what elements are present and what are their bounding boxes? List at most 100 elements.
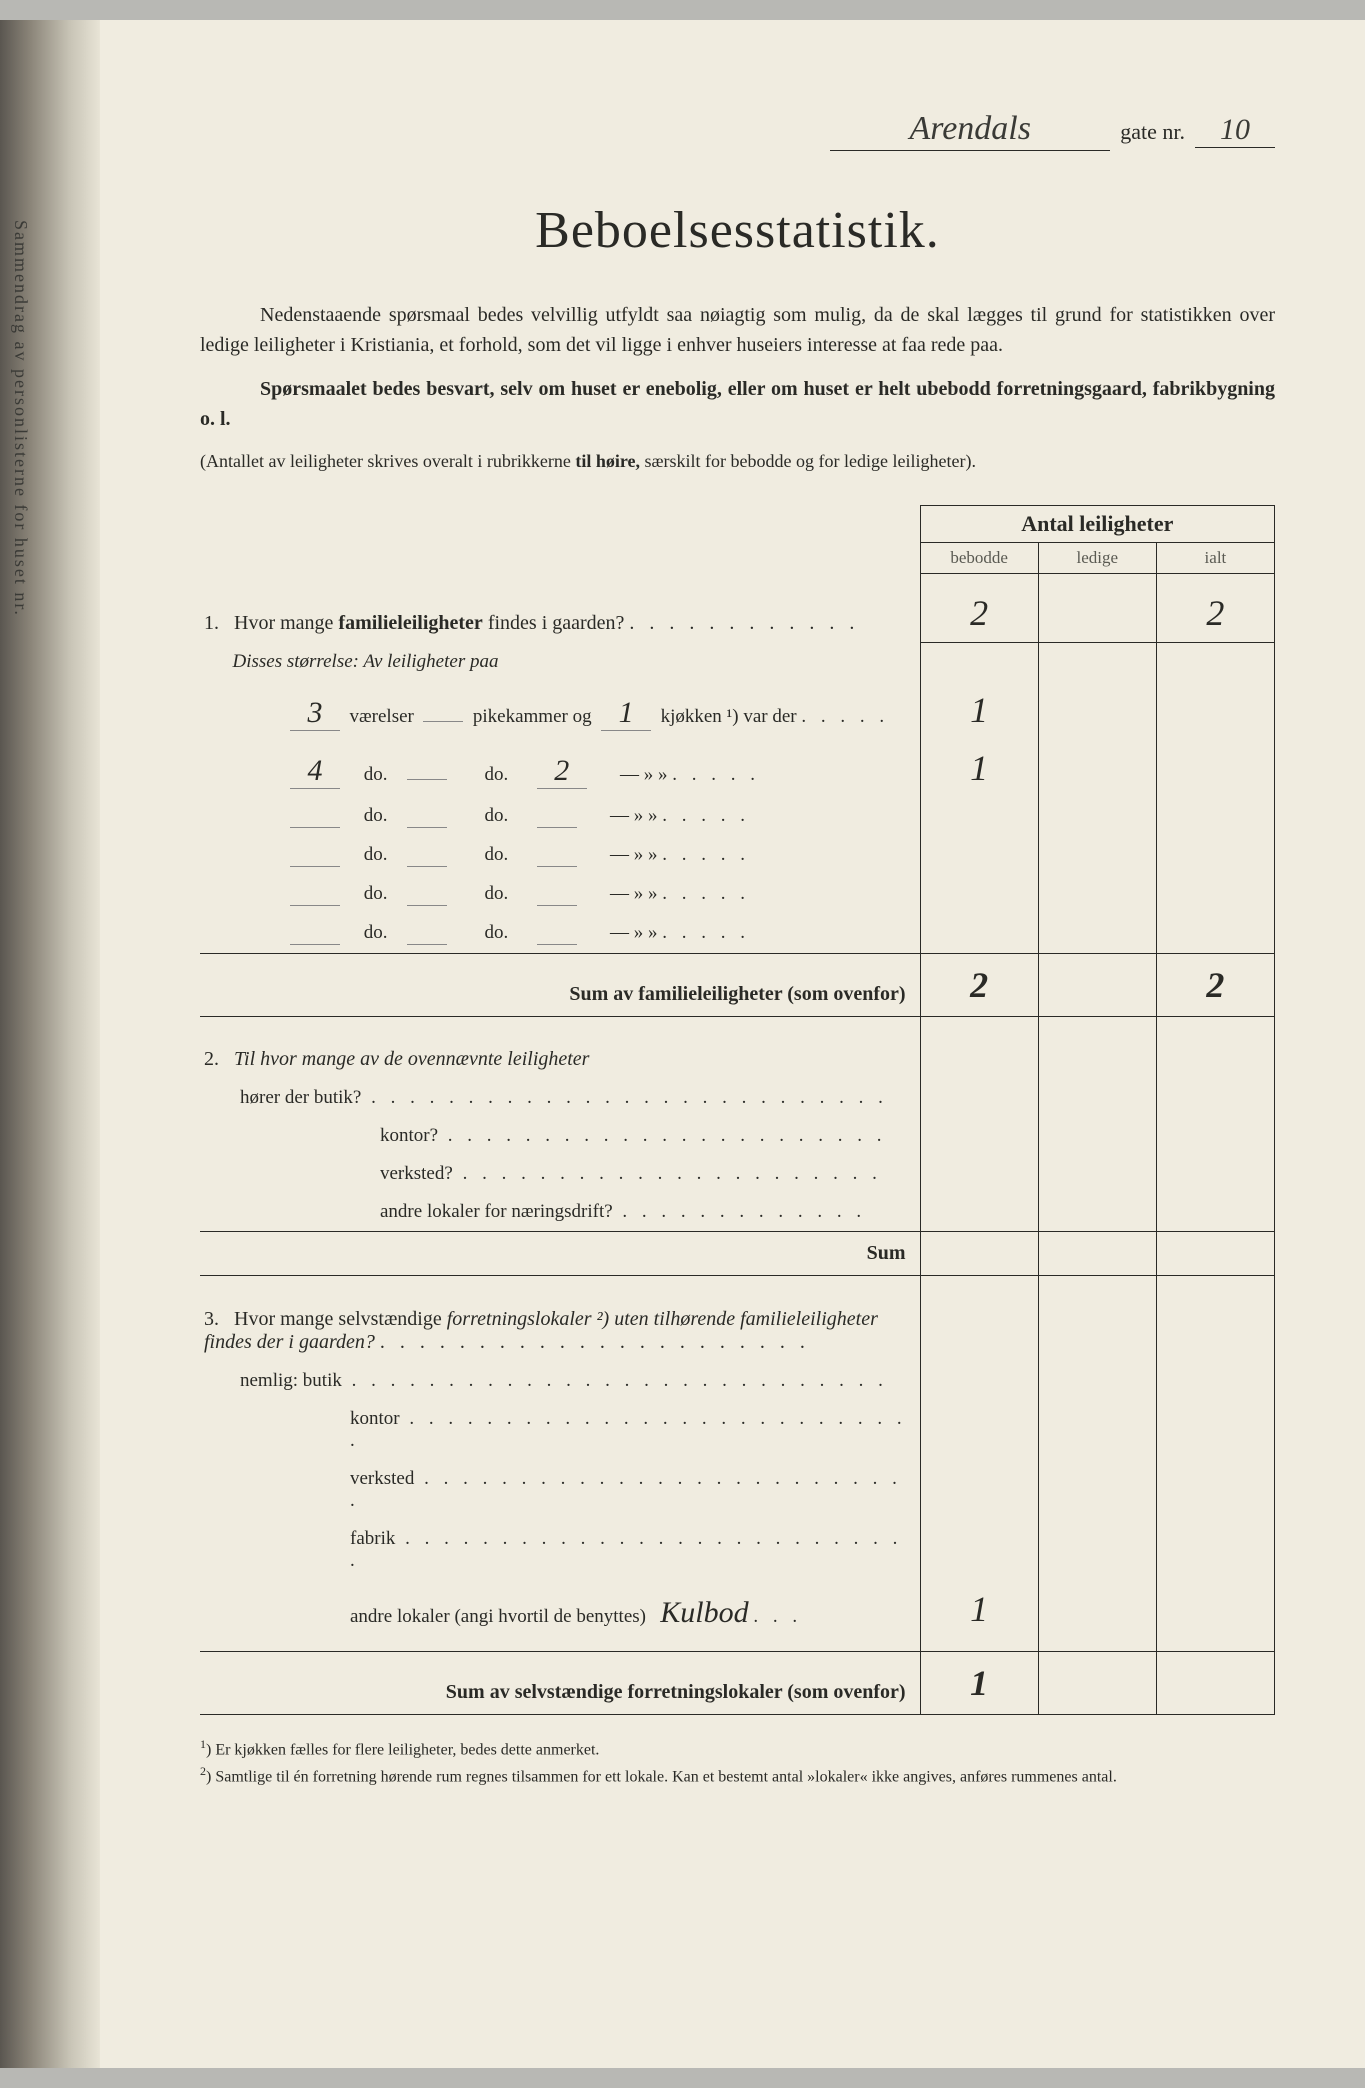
- q1-sub-heading: Disses størrelse: Av leiligheter paa: [233, 651, 499, 672]
- q1-text-c: findes i gaarden?: [483, 612, 625, 634]
- pik-label: do.: [485, 764, 509, 785]
- intro-p3b: til høire,: [575, 451, 640, 471]
- intro-p3c: særskilt for bebodde og for ledige leili…: [640, 451, 976, 471]
- pik-label: pikekammer og: [473, 706, 592, 727]
- vaer-label: do.: [364, 844, 388, 865]
- vaer-label: værelser: [350, 706, 414, 727]
- gate-label: gate nr.: [1120, 119, 1185, 145]
- main-table: Antal leiligheter bebodde ledige ialt 1.…: [200, 505, 1275, 1715]
- pik-label: do.: [485, 922, 509, 943]
- gate-nr-field: 10: [1195, 113, 1275, 148]
- fn1-text: Er kjøkken fælles for flere leiligheter,…: [215, 1741, 599, 1758]
- q3-andre-row: andre lokaler (angi hvortil de benyttes)…: [200, 1580, 1275, 1638]
- q3-sub-row: nemlig: butik . . . . . . . . . . . . . …: [200, 1362, 1275, 1400]
- q3-andre-label: andre lokaler (angi hvortil de benyttes): [350, 1606, 646, 1627]
- vaer-label: do.: [364, 764, 388, 785]
- table-header-sub-row: bebodde ledige ialt: [200, 543, 1275, 574]
- q1-num: 1.: [204, 612, 219, 634]
- paper-sheet: Arendals gate nr. 10 Beboelsesstatistik.…: [100, 20, 1365, 2068]
- dots: . . . . . . . . . . . . . . . . . . . . …: [342, 1370, 888, 1391]
- vaer-label: do.: [364, 805, 388, 826]
- q1-sum-row: Sum av familieleiligheter (som ovenfor) …: [200, 953, 1275, 1016]
- footnote-2: 2) Samtlige til én forretning hørende ru…: [200, 1762, 1275, 1789]
- table-header-group-row: Antal leiligheter: [200, 506, 1275, 543]
- kj-field: 2: [537, 754, 587, 789]
- dots: . . . . .: [662, 883, 750, 904]
- vaer-field: [290, 844, 340, 867]
- dots: . . . . . . . . . . . . . . . . . . . . …: [361, 1087, 888, 1108]
- intro-p3a: (Antallet av leiligheter skrives overalt…: [200, 451, 575, 471]
- dots: . . . . . . . . . . . . . . . . . . . . …: [350, 1408, 907, 1451]
- q3-text-a: Hvor mange selvstændige: [234, 1308, 447, 1330]
- page-title: Beboelsesstatistik.: [200, 201, 1275, 260]
- vaer-field: 3: [290, 696, 340, 731]
- pik-label: do.: [485, 805, 509, 826]
- intro-p2-text: Spørsmaalet bedes besvart, selv om huset…: [200, 378, 1275, 430]
- q2-sub-row: andre lokaler for næringsdrift? . . . . …: [200, 1193, 1275, 1232]
- dots: . . . . . . . . . . . . . . . . . . . . …: [350, 1468, 902, 1511]
- dots: . . . . . . . . . . . .: [629, 612, 859, 634]
- q2-sub-row: hører der butik? . . . . . . . . . . . .…: [200, 1079, 1275, 1117]
- pik-field: [407, 805, 447, 828]
- dots: . . . . .: [662, 922, 750, 943]
- q2-r1: kontor?: [380, 1125, 438, 1146]
- dots: . . . . . . . . . . . . . . . . . . . . …: [453, 1163, 882, 1184]
- pik-field: [423, 721, 463, 722]
- q1-bebodde: 2: [970, 593, 988, 633]
- q3-r0: kontor: [350, 1408, 400, 1429]
- q2-sum-label: Sum: [867, 1242, 906, 1264]
- kj-label: kjøkken ¹) var der: [661, 706, 797, 727]
- dots: . . . . .: [662, 805, 750, 826]
- kj-field: [537, 922, 577, 945]
- intro-p3: (Antallet av leiligheter skrives overalt…: [200, 448, 1275, 475]
- dots: . . . . .: [801, 706, 889, 727]
- kj-field: 1: [601, 696, 651, 731]
- kj-field: [537, 844, 577, 867]
- dots: . . . . . . . . . . . . . . . . . . . . …: [380, 1331, 810, 1353]
- dots: . . . . . . . . . . . . .: [613, 1201, 867, 1222]
- q1-sum-label: Sum av familieleiligheter (som ovenfor): [569, 983, 905, 1005]
- street-name-field: Arendals: [830, 110, 1110, 151]
- th-ledige: ledige: [1038, 543, 1156, 574]
- q3-sum-label: Sum av selvstændige forretningslokaler (…: [446, 1681, 906, 1703]
- dots: . . . . . . . . . . . . . . . . . . . . …: [350, 1528, 902, 1571]
- dots: . . . . . . . . . . . . . . . . . . . . …: [438, 1125, 887, 1146]
- q2-r0: hører der butik?: [240, 1087, 361, 1108]
- q3-andre-b: 1: [970, 1589, 988, 1629]
- q2-sum-row: Sum: [200, 1232, 1275, 1276]
- pik-field: [407, 779, 447, 780]
- q2-sub-row: verksted? . . . . . . . . . . . . . . . …: [200, 1155, 1275, 1193]
- fn2-text: Samtlige til én forretning hørende rum r…: [215, 1769, 1117, 1786]
- q1-size-row: do. do. — » » . . . . .: [200, 836, 1275, 875]
- footnotes: 1) Er kjøkken fælles for flere leilighet…: [200, 1735, 1275, 1790]
- q3-sub-row: kontor . . . . . . . . . . . . . . . . .…: [200, 1400, 1275, 1460]
- pik-label: do.: [485, 844, 509, 865]
- dots: . . .: [753, 1606, 802, 1627]
- q3-sub-row: fabrik . . . . . . . . . . . . . . . . .…: [200, 1520, 1275, 1580]
- kj-label: — » »: [610, 922, 658, 943]
- pik-field: [407, 922, 447, 945]
- dots: . . . . .: [662, 844, 750, 865]
- q3-r1: verksted: [350, 1468, 414, 1489]
- pik-field: [407, 844, 447, 867]
- q3-text-b: forretningslokaler: [447, 1308, 592, 1330]
- q1-text-b: familieleiligheter: [338, 612, 482, 634]
- q1-size-row: do. do. — » » . . . . .: [200, 797, 1275, 836]
- intro-p2: Spørsmaalet bedes besvart, selv om huset…: [200, 374, 1275, 434]
- page: Sammendrag av personlisterne for huset n…: [0, 20, 1365, 2068]
- q3-andre-value: Kulbod: [660, 1596, 748, 1629]
- q1-subheading-row: Disses størrelse: Av leiligheter paa: [200, 643, 1275, 681]
- margin-vertical-text: Sammendrag av personlisterne for huset n…: [10, 220, 31, 617]
- th-ialt: ialt: [1156, 543, 1274, 574]
- kj-label: — » »: [610, 805, 658, 826]
- vaer-field: [290, 805, 340, 828]
- row-b: 1: [970, 690, 988, 730]
- header-line: Arendals gate nr. 10: [200, 110, 1275, 151]
- q1-sum-i: 2: [1206, 965, 1224, 1005]
- pik-field: [407, 883, 447, 906]
- intro-p1-text: Nedenstaaende spørsmaal bedes velvillig …: [200, 304, 1275, 356]
- vaer-label: do.: [364, 883, 388, 904]
- q3-row: 3. Hvor mange selvstændige forretningslo…: [200, 1290, 1275, 1362]
- vaer-field: 4: [290, 754, 340, 789]
- kj-label: — » »: [620, 764, 668, 785]
